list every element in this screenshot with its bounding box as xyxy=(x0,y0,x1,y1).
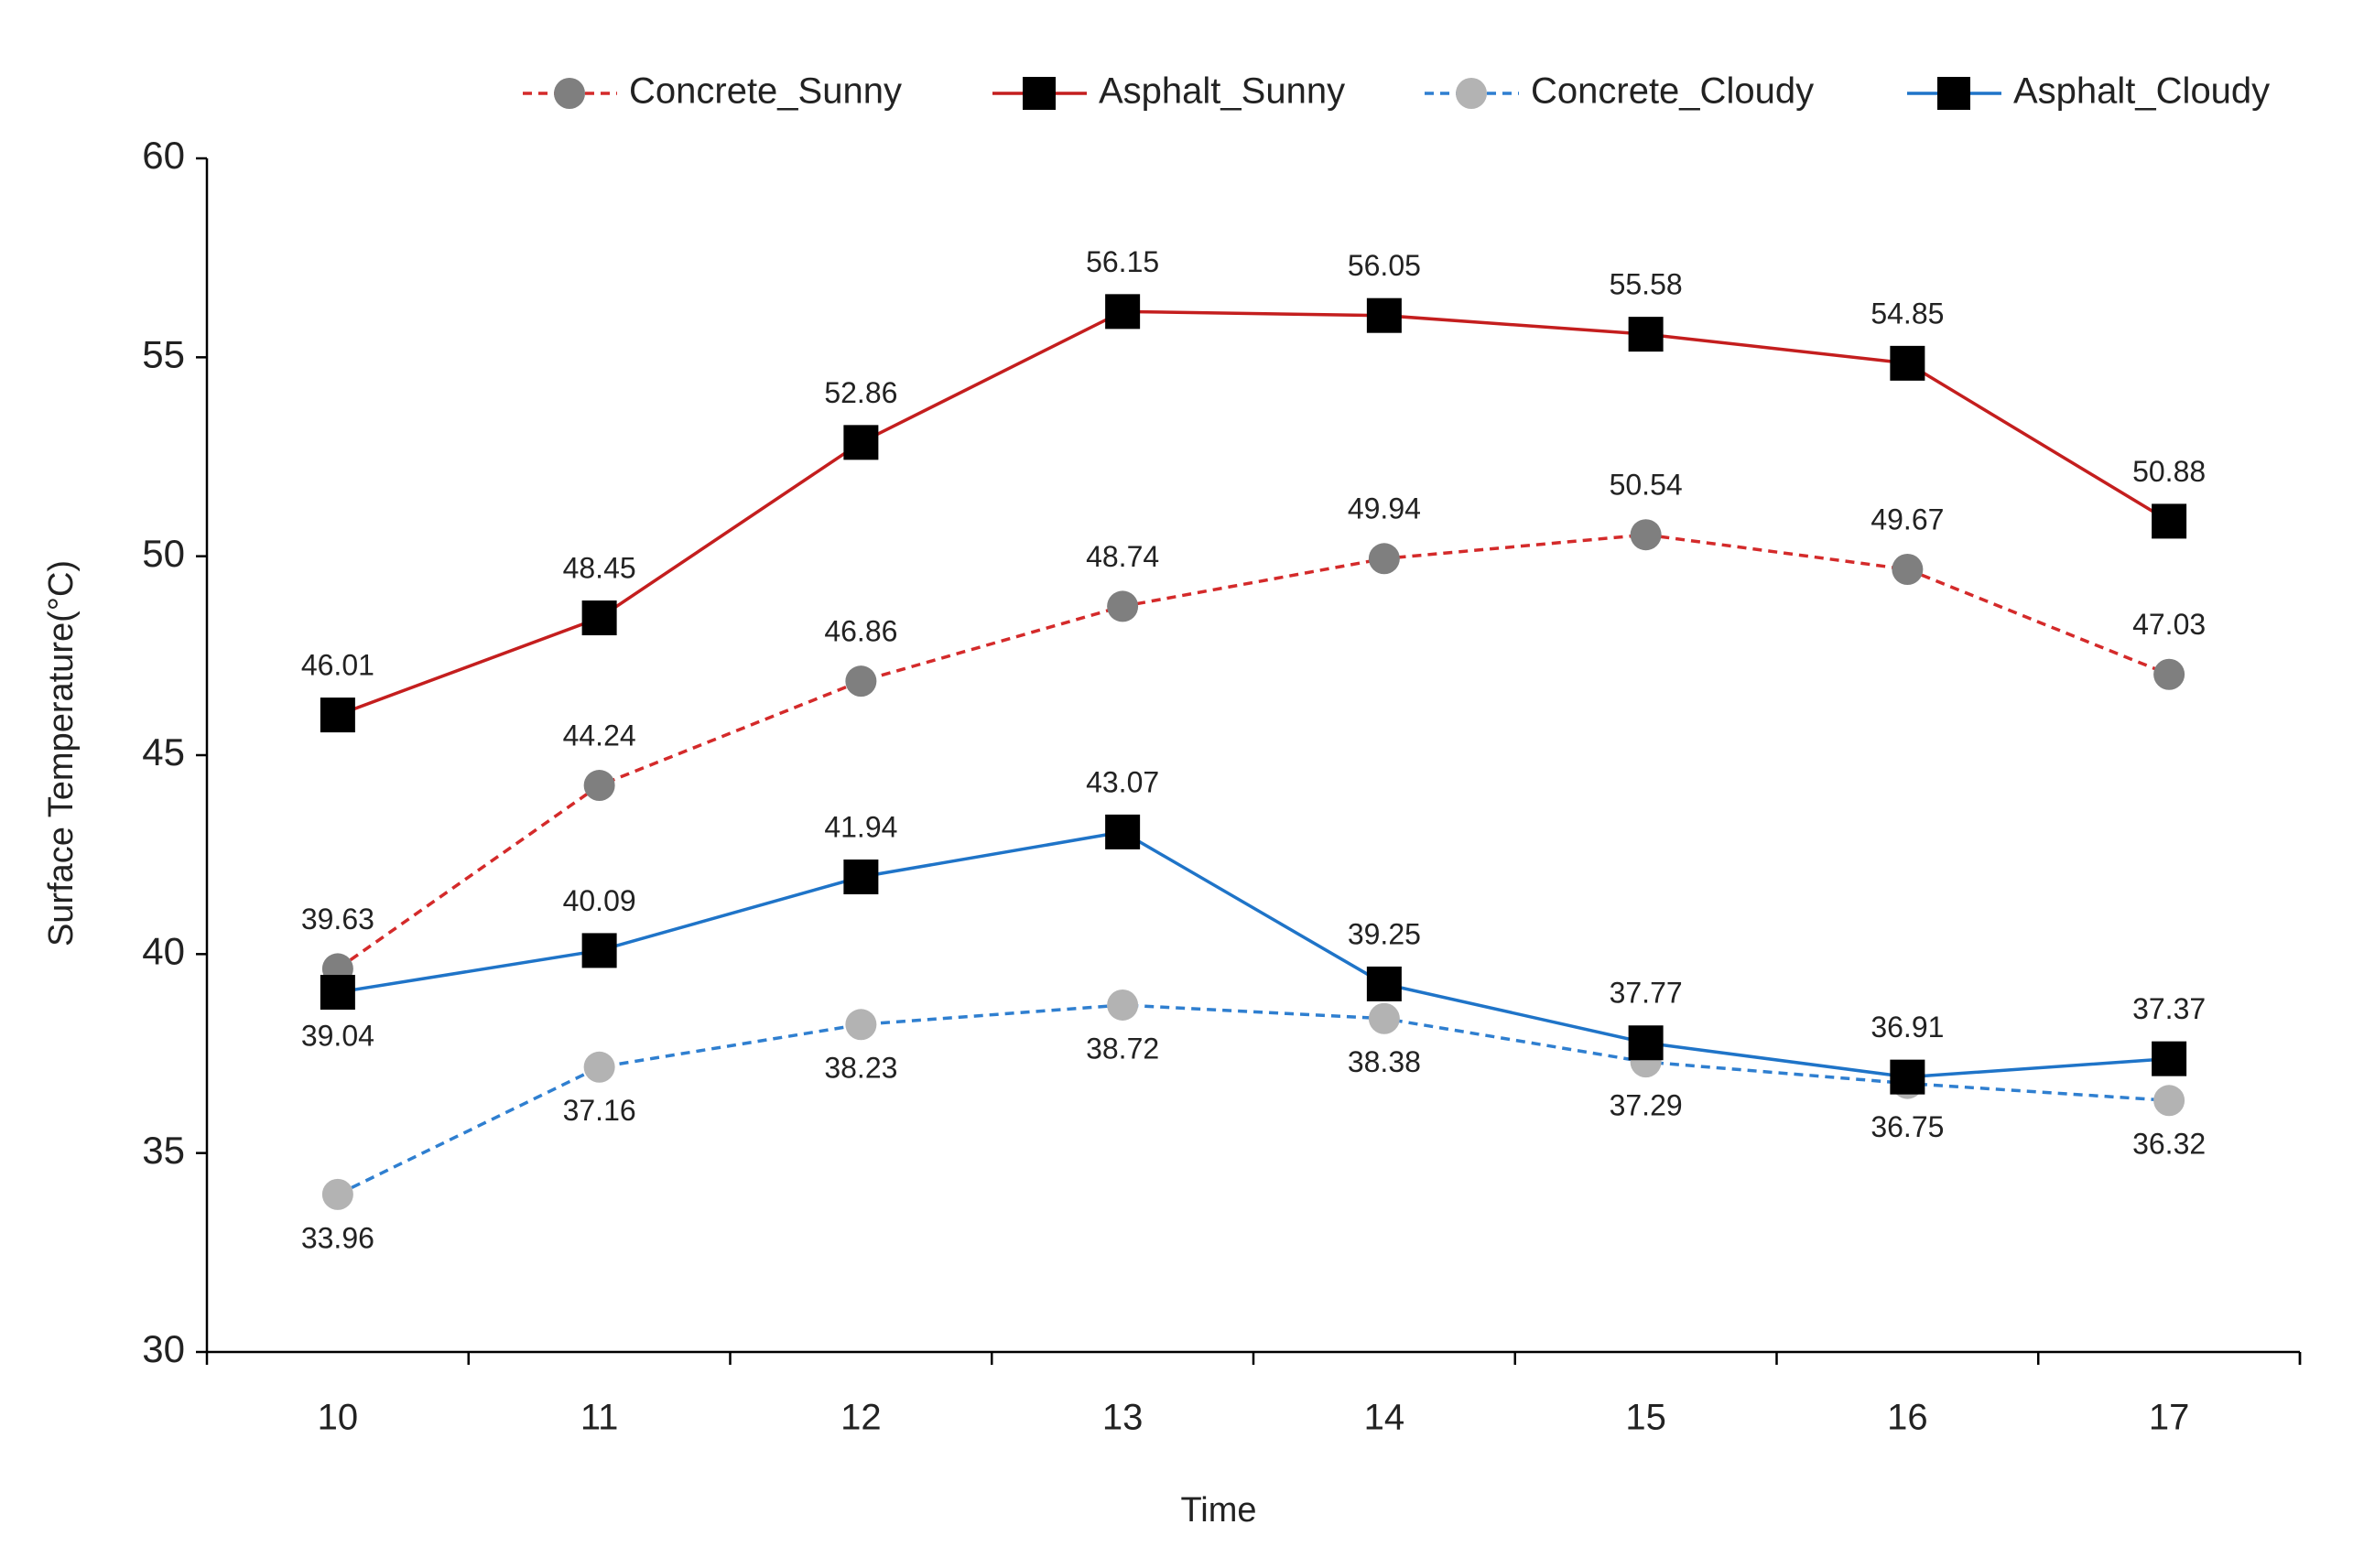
data-point xyxy=(1107,590,1139,622)
data-label: 39.63 xyxy=(301,903,374,935)
series-line xyxy=(337,1003,2170,1196)
y-tick-label: 35 xyxy=(142,1129,185,1172)
data-point xyxy=(581,600,617,636)
data-point xyxy=(2152,503,2187,539)
data-label: 47.03 xyxy=(2132,608,2206,641)
data-label: 56.05 xyxy=(1348,249,1421,282)
data-point xyxy=(1892,554,1924,586)
data-label: 39.25 xyxy=(1348,917,1421,950)
data-label: 33.96 xyxy=(301,1221,374,1254)
data-point xyxy=(320,697,355,733)
data-point xyxy=(320,975,355,1011)
data-point xyxy=(1105,294,1141,330)
legend-marker xyxy=(1456,78,1487,109)
data-point xyxy=(843,425,879,460)
data-point xyxy=(2153,658,2185,690)
y-tick-label: 60 xyxy=(142,134,185,177)
data-label: 46.01 xyxy=(301,649,374,682)
x-tick-label: 15 xyxy=(1625,1398,1666,1438)
legend-label: Asphalt_Cloudy xyxy=(2013,71,2270,112)
data-point xyxy=(845,665,877,697)
data-point xyxy=(843,860,879,895)
data-label: 49.67 xyxy=(1870,503,1944,535)
data-label: 50.88 xyxy=(2132,455,2206,488)
data-point xyxy=(1890,1059,1925,1095)
y-tick-label: 45 xyxy=(142,730,185,773)
data-point xyxy=(1368,543,1400,575)
y-tick-label: 40 xyxy=(142,929,185,972)
data-label: 46.86 xyxy=(824,615,897,648)
x-tick-label: 14 xyxy=(1364,1398,1405,1438)
data-point xyxy=(1890,345,1925,381)
data-label: 48.45 xyxy=(563,551,636,584)
data-point xyxy=(1628,317,1664,352)
y-tick-label: 50 xyxy=(142,532,185,575)
data-label: 41.94 xyxy=(824,810,897,843)
x-axis-title: Time xyxy=(1180,1491,1256,1530)
data-label: 38.38 xyxy=(1348,1045,1421,1078)
data-point xyxy=(2153,1085,2185,1117)
data-label: 37.16 xyxy=(563,1094,636,1127)
y-axis-title: Surface Temperature(°C) xyxy=(42,560,81,946)
data-point xyxy=(583,1051,615,1083)
data-label: 37.37 xyxy=(2132,992,2206,1025)
data-point xyxy=(845,1009,877,1041)
data-label: 36.91 xyxy=(1870,1011,1944,1044)
legend-label: Concrete_Cloudy xyxy=(1531,71,1814,112)
data-label: 48.74 xyxy=(1086,540,1159,573)
data-point xyxy=(1366,297,1402,333)
x-tick-label: 11 xyxy=(580,1398,619,1438)
x-tick-label: 13 xyxy=(1102,1398,1144,1438)
data-label: 37.29 xyxy=(1610,1089,1683,1122)
legend-label: Asphalt_Sunny xyxy=(1099,71,1345,112)
data-label: 36.32 xyxy=(2132,1128,2206,1161)
data-label: 50.54 xyxy=(1610,469,1683,502)
data-label: 54.85 xyxy=(1870,297,1944,330)
data-label: 37.77 xyxy=(1610,977,1683,1010)
series-line xyxy=(337,309,2171,717)
series-line xyxy=(337,830,2170,1079)
data-label: 52.86 xyxy=(824,376,897,409)
data-point xyxy=(581,933,617,968)
data-point xyxy=(2152,1041,2187,1076)
x-tick-label: 10 xyxy=(318,1398,359,1438)
data-label: 56.15 xyxy=(1086,245,1159,278)
data-point xyxy=(1105,814,1141,849)
legend-marker xyxy=(1937,77,1970,110)
legend-marker xyxy=(1023,77,1056,110)
data-point xyxy=(583,770,615,802)
y-tick-label: 30 xyxy=(142,1327,185,1370)
x-tick-label: 12 xyxy=(840,1398,882,1438)
series-line xyxy=(336,533,2170,970)
data-label: 55.58 xyxy=(1610,268,1683,301)
data-label: 39.04 xyxy=(301,1020,374,1053)
data-label: 40.09 xyxy=(563,884,636,917)
data-label: 38.72 xyxy=(1086,1032,1159,1065)
data-point xyxy=(1366,966,1402,1001)
data-label: 43.07 xyxy=(1086,765,1159,798)
data-label: 44.24 xyxy=(563,719,636,752)
data-label: 49.94 xyxy=(1348,492,1421,525)
data-label: 38.23 xyxy=(824,1052,897,1085)
data-point xyxy=(1630,519,1662,551)
x-tick-label: 16 xyxy=(1887,1398,1928,1438)
legend-marker xyxy=(554,78,585,109)
data-label: 36.75 xyxy=(1870,1110,1944,1143)
data-point xyxy=(1107,989,1139,1021)
y-tick-label: 55 xyxy=(142,332,185,375)
x-tick-label: 17 xyxy=(2149,1398,2190,1438)
legend-label: Concrete_Sunny xyxy=(629,71,902,112)
data-point xyxy=(1628,1025,1664,1061)
data-point xyxy=(1368,1002,1400,1034)
data-point xyxy=(321,1178,353,1210)
